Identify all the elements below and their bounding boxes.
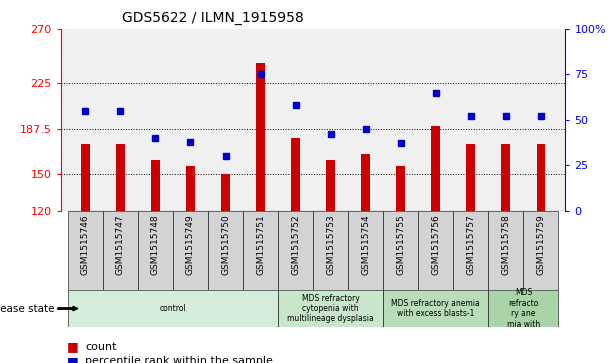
Bar (173, 211, 208, 290)
Bar (256, 63, 265, 211)
Bar (326, 160, 335, 211)
Text: GDS5622 / ILMN_1915958: GDS5622 / ILMN_1915958 (122, 11, 303, 25)
Bar (432, 126, 440, 211)
Bar (536, 144, 545, 211)
Bar (348, 211, 383, 290)
Text: percentile rank within the sample: percentile rank within the sample (85, 356, 273, 363)
Bar (103, 211, 138, 290)
Text: MDS refractory
cytopenia with
multilineage dysplasia: MDS refractory cytopenia with multilinea… (287, 294, 374, 323)
Text: ■: ■ (67, 340, 78, 353)
Text: MDS refractory anemia
with excess blasts-1: MDS refractory anemia with excess blasts… (392, 299, 480, 318)
Text: GSM1515748: GSM1515748 (151, 215, 160, 275)
Bar (243, 211, 278, 290)
Text: GSM1515754: GSM1515754 (361, 215, 370, 275)
Bar (361, 154, 370, 211)
Bar (186, 166, 195, 211)
Bar (278, 211, 313, 290)
Text: GSM1515758: GSM1515758 (502, 215, 510, 275)
Text: GSM1515746: GSM1515746 (81, 215, 90, 275)
Bar (466, 144, 475, 211)
Bar (383, 290, 488, 327)
Bar (488, 290, 558, 327)
Bar (138, 211, 173, 290)
Text: control: control (159, 304, 186, 313)
Text: GSM1515750: GSM1515750 (221, 215, 230, 275)
Bar (208, 211, 243, 290)
Text: GSM1515751: GSM1515751 (256, 215, 265, 275)
Bar (383, 211, 418, 290)
Text: disease state: disease state (0, 303, 55, 314)
Text: ■: ■ (67, 355, 78, 363)
Text: GSM1515755: GSM1515755 (396, 215, 405, 275)
Text: GSM1515757: GSM1515757 (466, 215, 475, 275)
Text: GSM1515753: GSM1515753 (326, 215, 335, 275)
Text: GSM1515749: GSM1515749 (186, 215, 195, 275)
Text: MDS
refracto
ry ane
mia with: MDS refracto ry ane mia with (506, 289, 540, 329)
Bar (221, 174, 230, 211)
Bar (116, 144, 125, 211)
Bar (396, 166, 405, 211)
Text: GSM1515752: GSM1515752 (291, 215, 300, 275)
Text: GSM1515759: GSM1515759 (536, 215, 545, 275)
Bar (278, 290, 383, 327)
Bar (502, 144, 510, 211)
Bar (68, 290, 278, 327)
Text: count: count (85, 342, 117, 352)
Text: GSM1515747: GSM1515747 (116, 215, 125, 275)
Bar (68, 211, 103, 290)
Bar (313, 211, 348, 290)
Bar (151, 160, 160, 211)
Bar (291, 138, 300, 211)
Bar (81, 144, 90, 211)
Bar (418, 211, 454, 290)
Text: GSM1515756: GSM1515756 (431, 215, 440, 275)
Bar (454, 211, 488, 290)
Bar (488, 211, 523, 290)
Bar (523, 211, 558, 290)
